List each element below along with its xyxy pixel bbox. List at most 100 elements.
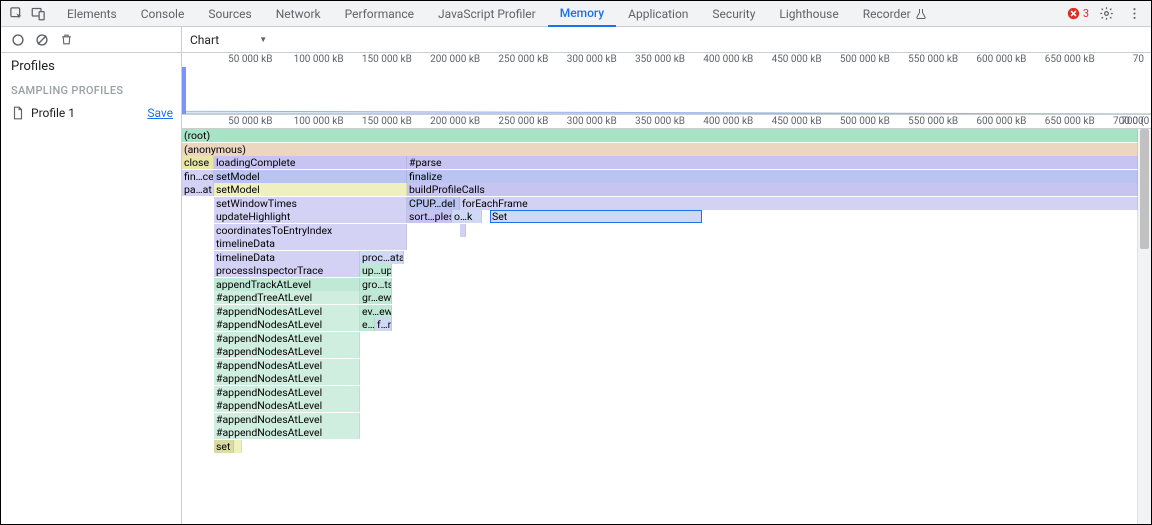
ruler-tick: 250 000 kB [498,116,548,127]
flame-bar[interactable]: timelineData [214,251,360,264]
ruler-tick: 550 000 kB [908,116,958,127]
ruler-tick: 600 000 kB [976,54,1026,65]
save-link[interactable]: Save [147,106,173,120]
tab-security[interactable]: Security [700,1,767,27]
flame-bar[interactable]: up…up [360,264,392,277]
flame-bar[interactable]: #appendNodesAtLevel [214,386,360,399]
flame-bar[interactable]: (anonymous) [182,143,1138,156]
ruler-tick: 250 000 kB [498,54,548,65]
flame-bar[interactable]: pa…at [182,183,214,196]
ruler-tick: 500 000 kB [840,116,890,127]
devtools-tabbar: ElementsConsoleSourcesNetworkPerformance… [1,1,1151,27]
ruler-tick: 350 000 kB [635,54,685,65]
flame-ruler: 50 000 kB100 000 kB150 000 kB200 000 kB2… [182,115,1151,129]
flame-bar[interactable]: finalize [407,170,1138,183]
ruler-tick: 200 000 kB [430,54,480,65]
tab-application[interactable]: Application [616,1,700,27]
flame-bar[interactable]: #parse [407,156,1138,169]
flame-bar[interactable] [460,224,466,237]
tab-lighthouse[interactable]: Lighthouse [767,1,850,27]
more-vertical-icon[interactable] [1123,3,1145,25]
profile-item[interactable]: Profile 1 Save [1,101,181,125]
error-count: 3 [1083,7,1089,20]
view-mode-select[interactable]: Chart ▼ [182,27,275,52]
ruler-tick: 150 000 kB [362,54,412,65]
flame-bar[interactable]: processInspectorTrace [214,264,360,277]
tab-network[interactable]: Network [264,1,333,27]
flame-bar[interactable]: #appendNodesAtLevel [214,372,360,385]
ruler-tick: 50 000 kB [228,116,272,127]
flame-bar[interactable]: e… [360,318,375,331]
flame-vscrollbar[interactable] [1137,129,1151,524]
flame-chart[interactable]: (root)(anonymous)closeloadingComplete#pa… [182,129,1151,524]
flame-bar[interactable]: Set [490,210,702,223]
flame-bar[interactable]: #appendNodesAtLevel [214,413,360,426]
flame-bar[interactable]: fin…ce [182,170,214,183]
ruler-tick: 550 000 kB [908,54,958,65]
flame-bar[interactable]: sort…ples [407,210,452,223]
flame-bar[interactable]: o…k [452,210,482,223]
flame-bar[interactable]: gro…ts [360,278,392,291]
tab-performance[interactable]: Performance [333,1,426,27]
tab-recorder[interactable]: Recorder [851,1,939,27]
flame-bar[interactable]: forEachFrame [460,197,1138,210]
tab-elements[interactable]: Elements [55,1,129,27]
tab-javascript-profiler[interactable]: JavaScript Profiler [426,1,548,27]
ruler-tick: 450 000 kB [772,116,822,127]
flame-bar[interactable]: setModel [214,170,407,183]
tab-sources[interactable]: Sources [196,1,263,27]
flame-bar[interactable]: ev…ew [360,305,392,318]
flame-bar[interactable]: setWindowTimes [214,197,407,210]
ruler-tick: 400 000 kB [703,54,753,65]
flame-bar[interactable]: CPUP…del [407,197,460,210]
flame-bar[interactable]: setModel [214,183,407,196]
flame-bar[interactable]: coordinatesToEntryIndex [214,224,407,237]
sidebar-section: SAMPLING PROFILES [1,80,181,101]
flask-icon [915,8,927,20]
flame-bar[interactable]: #appendNodesAtLevel [214,359,360,372]
flame-bar[interactable] [234,440,242,453]
flame-bar[interactable]: f…r [375,318,392,331]
console-error-badge[interactable]: 3 [1067,7,1089,20]
ruler-tick: 300 000 kB [567,54,617,65]
flame-bar[interactable]: #appendNodesAtLevel [214,318,360,331]
flame-bar[interactable]: appendTrackAtLevel [214,278,360,291]
inspect-element-icon[interactable] [5,3,27,25]
profiles-sidebar: Profiles SAMPLING PROFILES Profile 1 Sav… [1,53,182,524]
flame-bar[interactable]: (root) [182,129,1138,142]
flame-bar[interactable]: #appendNodesAtLevel [214,399,360,412]
flame-bar[interactable]: set [214,440,234,453]
flame-bar[interactable]: loadingComplete [214,156,407,169]
flame-bar[interactable]: #appendNodesAtLevel [214,332,360,345]
flame-bar[interactable]: #appendNodesAtLevel [214,305,360,318]
record-icon[interactable] [7,29,29,51]
ruler-tick: 650 000 kB [1045,116,1095,127]
device-toolbar-icon[interactable] [27,3,49,25]
ruler-tick: 150 000 kB [362,116,412,127]
sidebar-title: Profiles [1,53,181,80]
flame-bar[interactable]: proc…ata [360,251,404,264]
tab-console[interactable]: Console [129,1,197,27]
overview-chart[interactable] [182,67,1151,115]
document-icon [11,106,25,120]
scrollbar-thumb[interactable] [1140,129,1149,249]
settings-gear-icon[interactable] [1095,3,1117,25]
delete-icon[interactable] [55,29,77,51]
ruler-tick: 100 000 kB [294,54,344,65]
view-mode-label: Chart [190,33,219,47]
ruler-tick: 100 000 kB [294,116,344,127]
flame-bar[interactable]: #appendNodesAtLevel [214,426,360,439]
clear-icon[interactable] [31,29,53,51]
flame-bar[interactable]: timelineData [214,237,407,250]
range-handle-left[interactable] [182,67,186,114]
ruler-tick: 500 000 kB [840,54,890,65]
flame-bar[interactable]: gr…ew [360,291,392,304]
flame-bar[interactable]: #appendNodesAtLevel [214,345,360,358]
flame-bar[interactable]: #appendTreeAtLevel [214,291,360,304]
ruler-tick: 50 000 kB [228,54,272,65]
flame-bar[interactable]: close [182,156,214,169]
ruler-tick: 450 000 kB [772,54,822,65]
flame-bar[interactable]: buildProfileCalls [407,183,1138,196]
flame-bar[interactable]: updateHighlight [214,210,407,223]
tab-memory[interactable]: Memory [548,1,616,27]
